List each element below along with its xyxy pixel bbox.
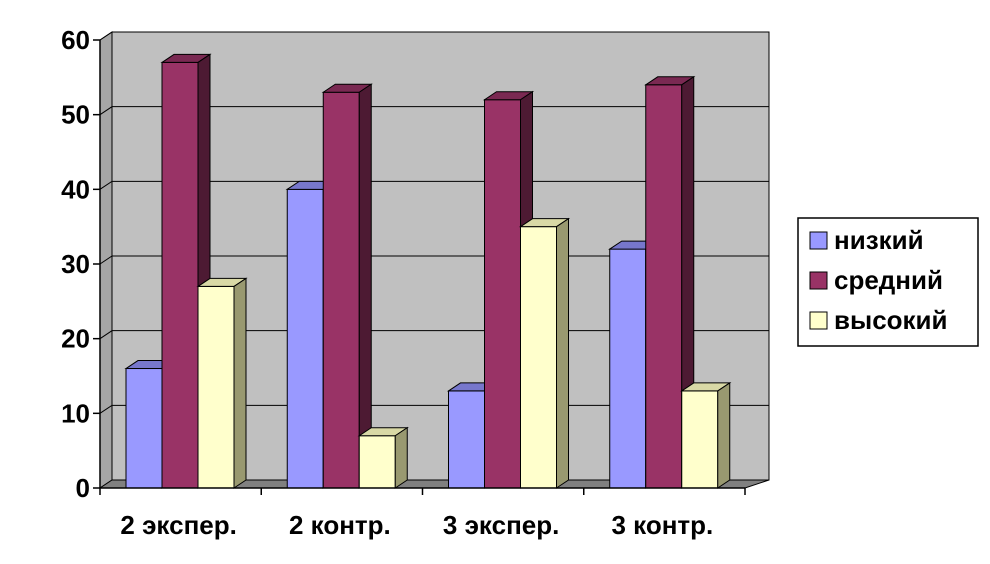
legend-swatch xyxy=(809,231,828,250)
y-tick-label: 40 xyxy=(61,174,90,204)
x-category-label: 2 контр. xyxy=(289,510,391,540)
legend: низкий средний высокий xyxy=(797,217,979,347)
gridline xyxy=(99,180,769,190)
x-category-label: 3 экспер. xyxy=(443,510,559,540)
bar-front xyxy=(125,368,163,489)
bar-front xyxy=(681,390,719,489)
bar-front xyxy=(448,390,485,489)
legend-swatch xyxy=(809,311,828,330)
legend-swatch xyxy=(809,271,828,290)
bar-front xyxy=(645,84,683,489)
bar-side xyxy=(394,426,408,489)
bar-side xyxy=(358,83,372,489)
y-tick-label: 30 xyxy=(61,249,90,279)
y-tick-labels: 0 10 20 30 40 50 60 xyxy=(61,25,90,503)
bar xyxy=(196,277,248,489)
bar-front xyxy=(609,248,647,489)
bar-side xyxy=(233,277,247,489)
x-category-labels: 2 экспер. 2 контр. 3 экспер. 3 контр. xyxy=(120,510,713,540)
bar xyxy=(680,381,732,489)
bar-front xyxy=(484,99,521,489)
axes xyxy=(93,39,746,495)
bar-front xyxy=(286,188,324,489)
legend-box xyxy=(797,217,979,347)
bar-front xyxy=(358,435,396,489)
legend-label: низкий xyxy=(834,225,924,255)
bar-front xyxy=(197,285,235,489)
legend-label: высокий xyxy=(834,305,948,335)
bars xyxy=(124,53,732,489)
bar-front xyxy=(161,61,199,489)
y-tick-label: 60 xyxy=(61,25,90,55)
x-category-label: 2 экспер. xyxy=(120,510,236,540)
gridline xyxy=(99,106,769,116)
y-tick-label: 10 xyxy=(61,398,90,428)
bar xyxy=(357,426,409,489)
y-tick-label: 0 xyxy=(76,473,90,503)
legend-label: средний xyxy=(834,265,943,295)
x-category-label: 3 контр. xyxy=(611,510,713,540)
y-tick-label: 20 xyxy=(61,324,90,354)
bar xyxy=(644,75,696,489)
bar-front xyxy=(322,91,360,489)
bar-front xyxy=(520,226,557,489)
bar-side xyxy=(717,381,731,489)
bar xyxy=(321,83,373,489)
bar-side xyxy=(556,217,569,489)
y-tick-label: 50 xyxy=(61,100,90,130)
gridline xyxy=(99,31,769,41)
bar xyxy=(518,217,571,489)
